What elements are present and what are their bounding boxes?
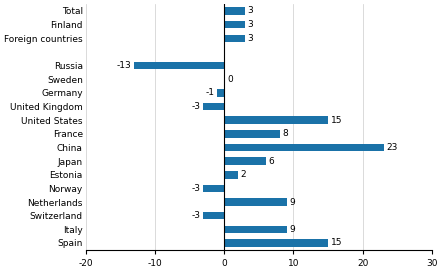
Text: 3: 3 bbox=[248, 34, 254, 43]
Bar bbox=[224, 116, 328, 124]
Text: 8: 8 bbox=[282, 129, 288, 138]
Text: 3: 3 bbox=[248, 7, 254, 16]
Bar bbox=[224, 144, 384, 151]
Text: 2: 2 bbox=[241, 170, 247, 179]
Text: -3: -3 bbox=[192, 184, 201, 193]
Bar bbox=[224, 157, 266, 165]
Text: -1: -1 bbox=[206, 88, 214, 97]
Text: 23: 23 bbox=[386, 143, 398, 152]
Text: 9: 9 bbox=[290, 197, 295, 206]
Bar bbox=[224, 239, 328, 247]
Bar bbox=[203, 212, 224, 220]
Text: 15: 15 bbox=[331, 239, 343, 248]
Bar bbox=[203, 103, 224, 110]
Text: 3: 3 bbox=[248, 20, 254, 29]
Text: -3: -3 bbox=[192, 102, 201, 111]
Text: -13: -13 bbox=[117, 61, 131, 70]
Text: 15: 15 bbox=[331, 116, 343, 125]
Bar bbox=[224, 35, 245, 42]
Text: 6: 6 bbox=[269, 157, 274, 166]
Bar bbox=[224, 225, 286, 233]
Bar bbox=[224, 21, 245, 28]
Bar bbox=[224, 7, 245, 15]
Text: -3: -3 bbox=[192, 211, 201, 220]
Bar bbox=[224, 130, 280, 138]
Bar bbox=[217, 89, 224, 97]
Bar bbox=[134, 62, 224, 69]
Bar bbox=[224, 171, 238, 178]
Text: 0: 0 bbox=[227, 75, 232, 84]
Text: 9: 9 bbox=[290, 225, 295, 234]
Bar bbox=[203, 185, 224, 192]
Bar bbox=[224, 198, 286, 206]
